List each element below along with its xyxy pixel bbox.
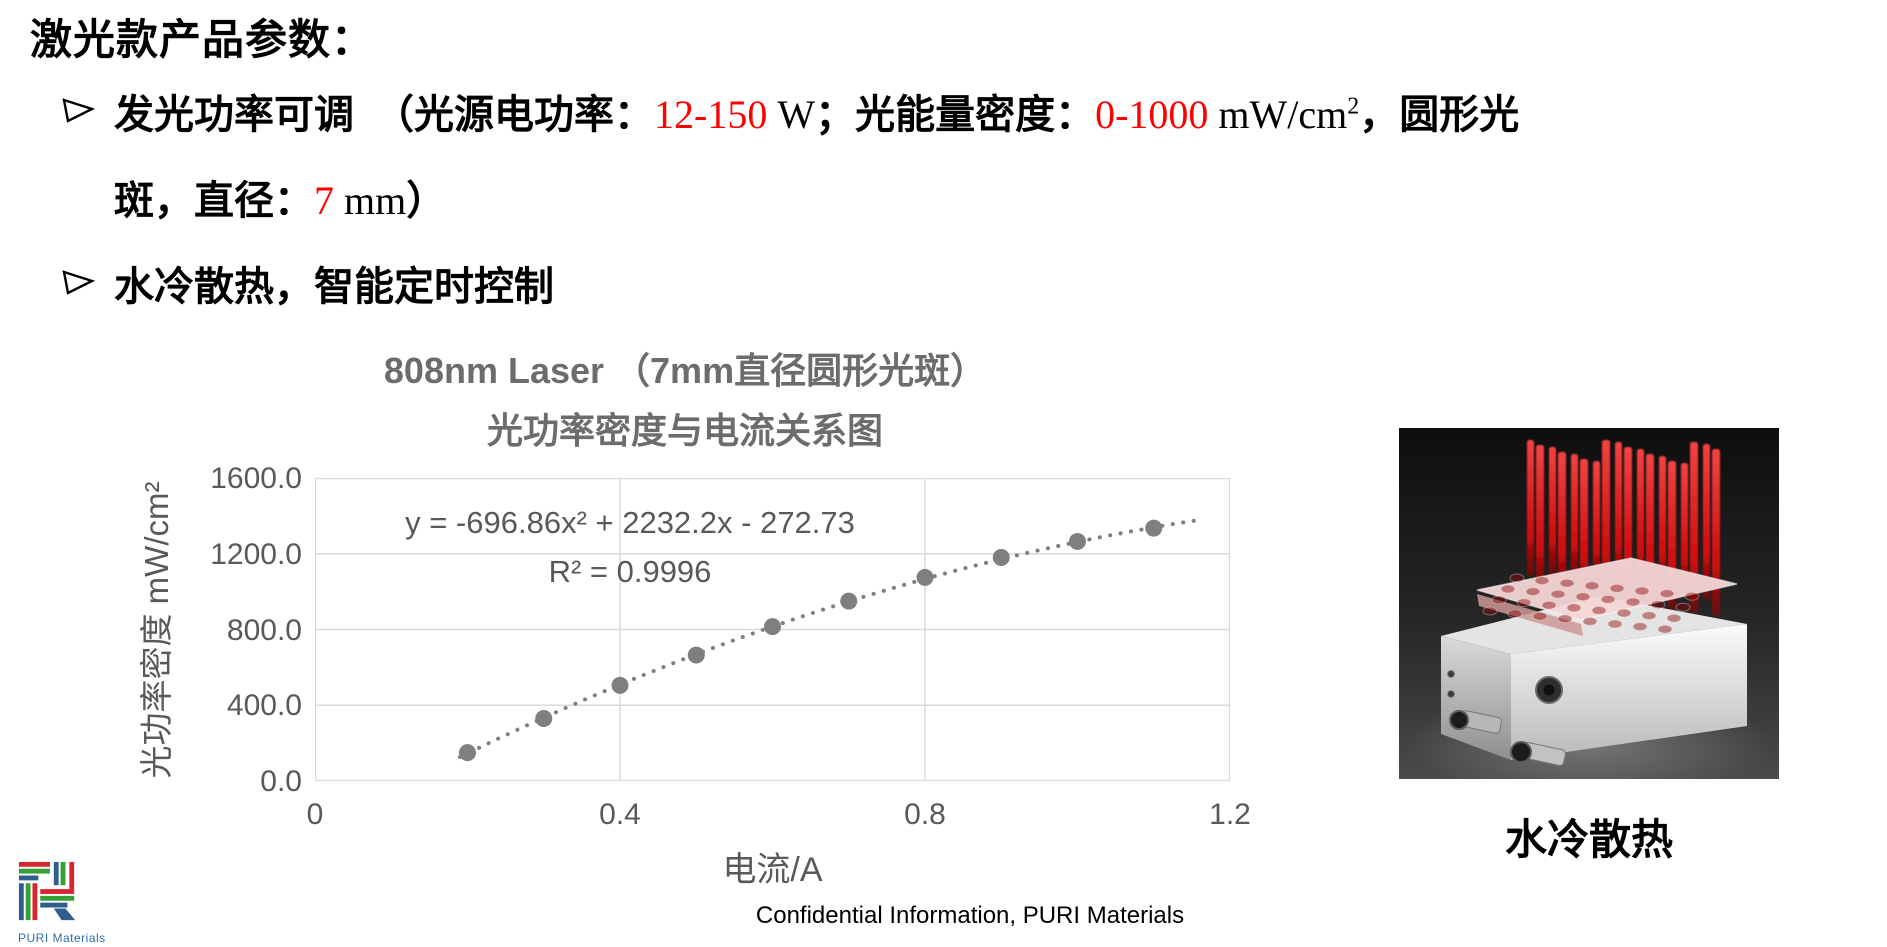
chart-title-line1: 808nm Laser （7mm直径圆形光斑）	[383, 350, 987, 391]
bullet-text-cooling: 水冷散热，智能定时控制	[114, 265, 554, 309]
puri-logo: PURI Materials	[16, 860, 126, 945]
footer-confidential: Confidential Information, PURI Materials	[755, 902, 1185, 929]
well-plate	[1476, 557, 1738, 621]
product-photo	[1399, 428, 1779, 801]
x-tick-label: 0.8	[904, 798, 946, 831]
y-tick-label: 1600.0	[210, 462, 302, 495]
device-top-face	[1441, 596, 1747, 654]
water-connector-icon	[1510, 741, 1532, 763]
equation-line: y = -696.86x² + 2232.2x - 272.73	[405, 505, 855, 540]
laser-device-image	[1399, 428, 1779, 801]
y-tick-label: 0.0	[260, 765, 302, 798]
product-caption: 水冷散热	[1504, 816, 1673, 863]
laser-power-chart: 808nm Laser （7mm直径圆形光斑） 光功率密度与电流关系图 光功率密…	[130, 340, 1251, 900]
y-tick-label: 1200.0	[210, 537, 302, 571]
trendline-equation: y = -696.86x² + 2232.2x - 272.73 R² = 0.…	[260, 498, 1000, 596]
x-tick-label: 0	[306, 798, 324, 831]
device-front-face	[1511, 624, 1747, 760]
chart-title-line2: 光功率密度与电流关系图	[486, 410, 883, 451]
bullet-item-cooling: 水冷散热，智能定时控制	[62, 244, 1674, 330]
chart-plot-area	[315, 478, 1230, 781]
y-tick-label: 400.0	[226, 689, 302, 723]
water-connector-icon	[1449, 710, 1469, 730]
bullet-arrow-icon	[62, 244, 114, 301]
puri-logo-mark-icon	[18, 861, 76, 921]
x-tick-label: 0.4	[599, 798, 641, 831]
puri-logo-text: PURI Materials	[18, 931, 106, 945]
chart-x-axis-label: 电流/A	[722, 851, 823, 889]
y-tick-label: 800.0	[226, 613, 302, 647]
bullet-text-power: 发光功率可调 （光源电功率：12-150 W；光能量密度：0-1000 mW/c…	[114, 92, 1520, 223]
bullet-arrow-icon	[62, 72, 114, 129]
x-tick-label: 1.2	[1209, 798, 1251, 831]
bullet-item-power: 发光功率可调 （光源电功率：12-150 W；光能量密度：0-1000 mW/c…	[62, 72, 1674, 244]
r-squared-line: R² = 0.9996	[548, 554, 712, 589]
page-title: 激光款产品参数：	[30, 16, 375, 63]
